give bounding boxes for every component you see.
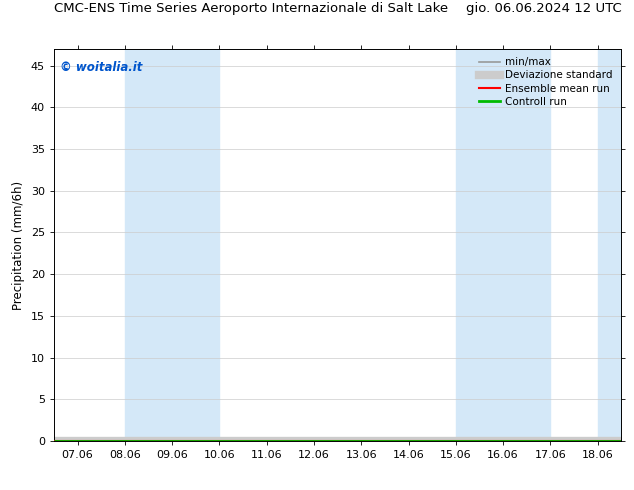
Bar [598,49,621,441]
Y-axis label: Precipitation (mm/6h): Precipitation (mm/6h) [12,180,25,310]
Bar [125,49,219,441]
Text: © woitalia.it: © woitalia.it [60,61,142,74]
Text: CMC-ENS Time Series Aeroporto Internazionale di Salt Lake: CMC-ENS Time Series Aeroporto Internazio… [54,1,448,15]
Legend: min/max, Deviazione standard, Ensemble mean run, Controll run: min/max, Deviazione standard, Ensemble m… [476,54,616,110]
Bar [456,49,550,441]
Text: gio. 06.06.2024 12 UTC: gio. 06.06.2024 12 UTC [465,1,621,15]
